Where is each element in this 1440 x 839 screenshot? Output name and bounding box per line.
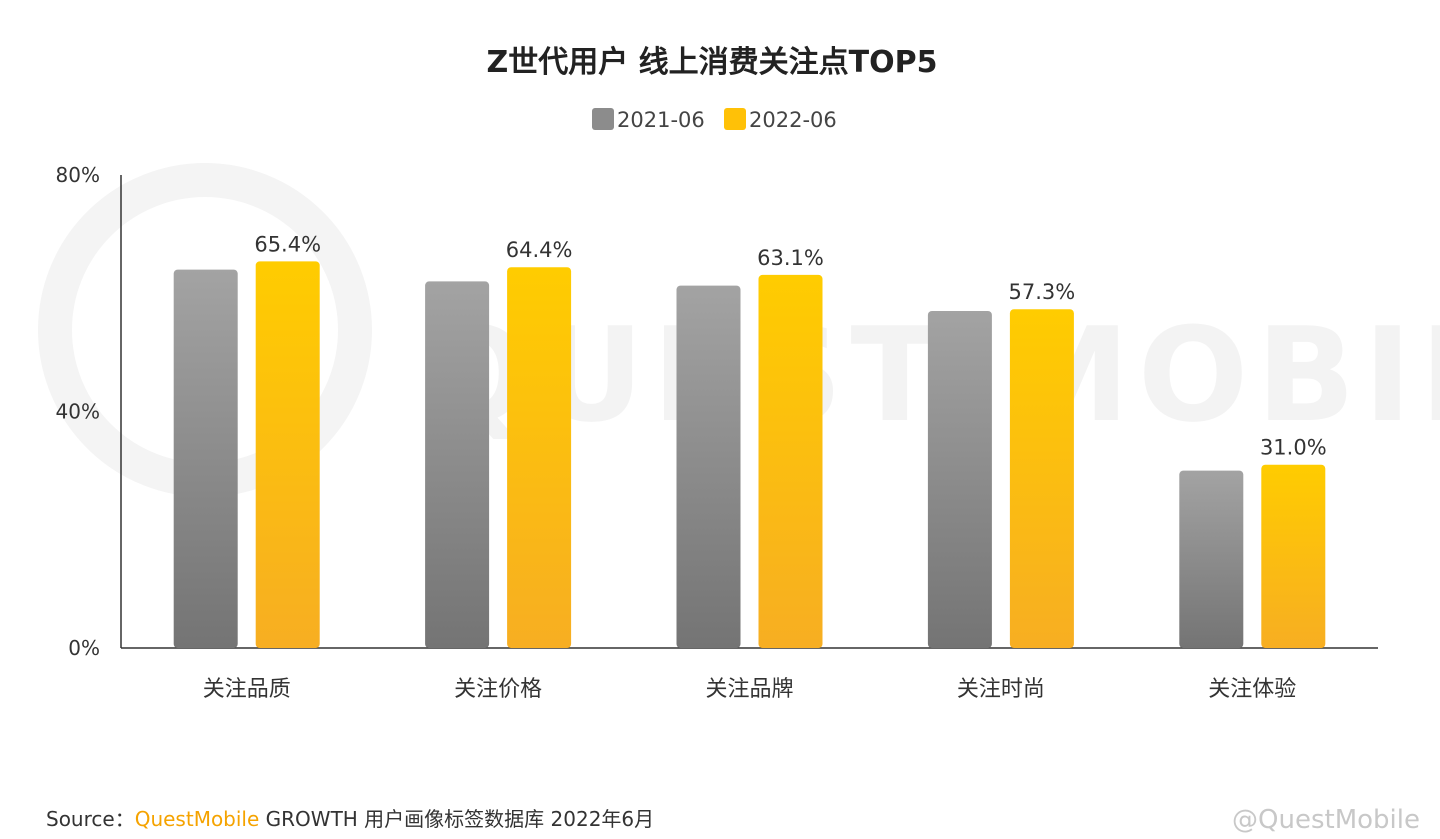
x-category-label: 关注品质	[203, 677, 291, 702]
y-tick-label: 80%	[56, 163, 100, 187]
y-tick-label: 0%	[68, 636, 100, 660]
bar-series2	[507, 267, 572, 648]
legend: 2021-06 2022-06	[592, 108, 837, 132]
bar-series1	[1179, 470, 1244, 648]
bar-series2	[255, 261, 320, 648]
legend-swatch	[592, 108, 614, 130]
y-tick-label: 40%	[56, 400, 100, 424]
legend-swatch	[724, 108, 746, 130]
x-axis: 关注品质 关注价格 关注品牌 关注时尚 关注体验	[121, 647, 1378, 702]
bar-series1	[676, 285, 741, 648]
data-label: 63.1%	[757, 246, 824, 270]
bar-series1	[927, 310, 992, 648]
data-label: 65.4%	[254, 232, 321, 256]
legend-label: 2021-06	[617, 108, 705, 132]
source-brand: QuestMobile	[134, 807, 260, 831]
corner-watermark: @QuestMobile	[1232, 805, 1420, 835]
bar-series2	[758, 274, 823, 648]
bar-series2	[1009, 309, 1074, 648]
data-label: 31.0%	[1260, 436, 1327, 460]
source-text: GROWTH 用户画像标签数据库 2022年6月	[265, 807, 655, 831]
bar-series2	[1261, 464, 1326, 648]
y-axis: 0% 40% 80%	[56, 163, 122, 660]
bar-series1	[173, 269, 238, 648]
data-label: 64.4%	[506, 238, 573, 262]
bars: 65.4% 64.4% 63.1% 57.3% 31.0%	[173, 232, 1327, 648]
source-prefix: Source：	[46, 807, 135, 831]
x-category-label: 关注价格	[454, 677, 542, 702]
legend-label: 2022-06	[749, 108, 837, 132]
x-category-label: 关注时尚	[957, 677, 1045, 702]
bar-series1	[425, 281, 490, 648]
source-note: Source：QuestMobile GROWTH 用户画像标签数据库 2022…	[46, 803, 654, 832]
x-category-label: 关注体验	[1208, 677, 1296, 702]
chart-title: Z世代用户 线上消费关注点TOP5	[486, 45, 937, 80]
data-label: 57.3%	[1009, 280, 1076, 304]
x-category-label: 关注品牌	[705, 677, 793, 702]
